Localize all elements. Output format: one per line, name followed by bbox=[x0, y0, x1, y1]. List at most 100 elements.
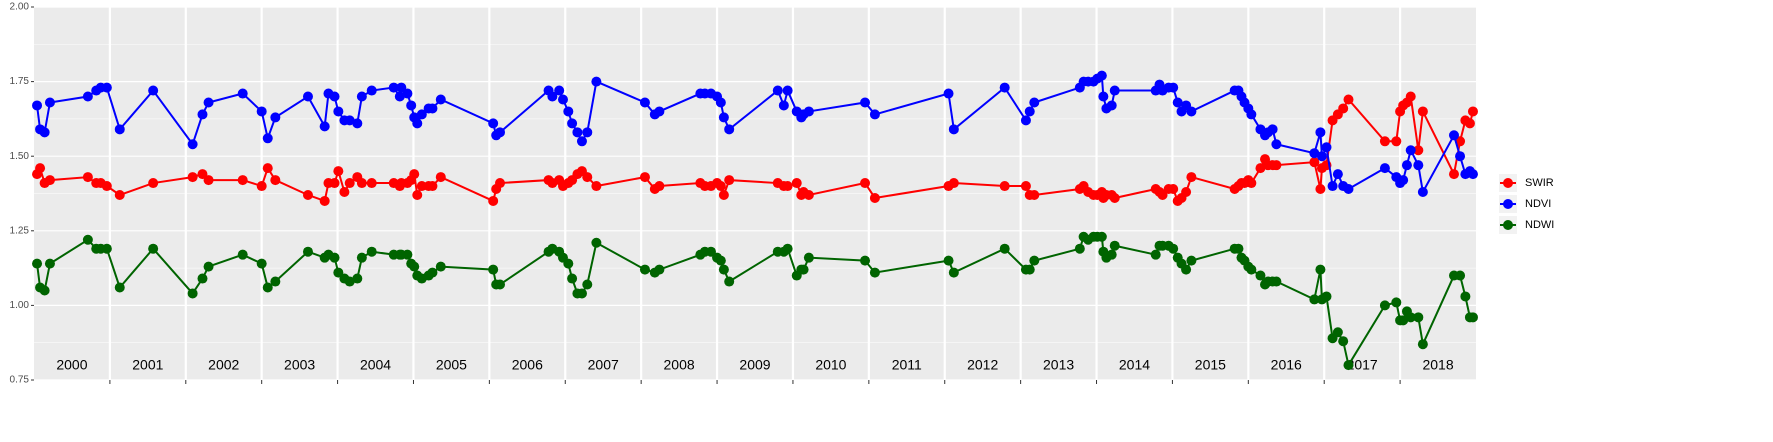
data-point bbox=[203, 97, 214, 108]
data-point bbox=[1255, 163, 1266, 174]
data-point bbox=[563, 258, 574, 269]
series bbox=[32, 70, 1478, 198]
data-point bbox=[1109, 85, 1120, 96]
data-point bbox=[187, 172, 198, 183]
data-point bbox=[1106, 100, 1117, 111]
data-point bbox=[412, 189, 423, 200]
year-label: 2004 bbox=[360, 357, 391, 373]
data-point bbox=[352, 118, 363, 129]
data-point bbox=[262, 163, 273, 174]
data-point bbox=[1246, 109, 1257, 120]
data-point bbox=[1186, 255, 1197, 266]
data-point bbox=[427, 181, 438, 192]
data-point bbox=[1391, 136, 1402, 147]
data-point bbox=[339, 187, 350, 198]
data-point bbox=[1455, 151, 1466, 162]
year-label: 2010 bbox=[815, 357, 846, 373]
data-point bbox=[1150, 249, 1161, 260]
data-point bbox=[1405, 312, 1416, 323]
data-point bbox=[1460, 291, 1471, 302]
data-point bbox=[32, 258, 43, 269]
data-point bbox=[329, 178, 340, 189]
data-point bbox=[1413, 312, 1424, 323]
data-point bbox=[319, 121, 330, 132]
data-point bbox=[203, 261, 214, 272]
year-label: 2008 bbox=[664, 357, 695, 373]
data-point bbox=[488, 264, 499, 275]
data-point bbox=[1309, 157, 1320, 168]
data-point bbox=[344, 115, 355, 126]
year-label: 2011 bbox=[892, 357, 922, 373]
data-point bbox=[356, 91, 367, 102]
data-point bbox=[416, 109, 427, 120]
data-point bbox=[1321, 291, 1332, 302]
data-point bbox=[148, 178, 159, 189]
data-point bbox=[1405, 91, 1416, 102]
data-point bbox=[256, 181, 267, 192]
data-point bbox=[639, 172, 650, 183]
data-point bbox=[1029, 189, 1040, 200]
data-point bbox=[427, 103, 438, 114]
data-point bbox=[1168, 243, 1179, 254]
data-point bbox=[1074, 243, 1085, 254]
year-label: 2003 bbox=[284, 357, 315, 373]
data-point bbox=[1109, 240, 1120, 251]
data-point bbox=[1338, 103, 1349, 114]
legend-label: NDVI bbox=[1525, 198, 1551, 210]
data-point bbox=[860, 255, 871, 266]
data-point bbox=[1343, 94, 1354, 105]
data-point bbox=[563, 106, 574, 117]
data-point bbox=[724, 124, 735, 135]
data-point bbox=[319, 195, 330, 206]
data-point bbox=[1467, 106, 1478, 117]
data-point bbox=[1106, 249, 1117, 260]
data-point bbox=[237, 249, 248, 260]
data-point bbox=[333, 166, 344, 177]
data-point bbox=[782, 243, 793, 254]
data-point bbox=[1255, 270, 1266, 281]
year-label: 2018 bbox=[1422, 357, 1453, 373]
data-point bbox=[1398, 175, 1409, 186]
data-point bbox=[488, 118, 499, 129]
data-point bbox=[1096, 231, 1107, 242]
y-tick-label: 1.25 bbox=[10, 225, 30, 236]
year-label: 2002 bbox=[208, 357, 239, 373]
data-point bbox=[1181, 264, 1192, 275]
data-point bbox=[1029, 97, 1040, 108]
data-point bbox=[302, 189, 313, 200]
data-point bbox=[1309, 148, 1320, 159]
data-point bbox=[402, 249, 413, 260]
y-tick-label: 2.00 bbox=[10, 2, 30, 13]
y-tick-label: 1.50 bbox=[10, 151, 30, 162]
data-point bbox=[1020, 115, 1031, 126]
data-point bbox=[270, 276, 281, 287]
data-point bbox=[798, 264, 809, 275]
data-point bbox=[114, 282, 125, 293]
data-point bbox=[197, 273, 208, 284]
data-point bbox=[803, 189, 814, 200]
data-point bbox=[582, 172, 593, 183]
y-tick-label: 0.75 bbox=[10, 375, 30, 386]
data-point bbox=[582, 279, 593, 290]
data-point bbox=[782, 85, 793, 96]
data-point bbox=[203, 175, 214, 186]
y-tick-label: 1.75 bbox=[10, 76, 30, 87]
data-point bbox=[344, 178, 355, 189]
data-point bbox=[654, 106, 665, 117]
data-point bbox=[724, 276, 735, 287]
data-point bbox=[547, 91, 558, 102]
data-point bbox=[329, 91, 340, 102]
data-point bbox=[270, 175, 281, 186]
data-point bbox=[1029, 255, 1040, 266]
year-label: 2007 bbox=[588, 357, 619, 373]
data-point bbox=[948, 178, 959, 189]
data-point bbox=[803, 252, 814, 263]
data-point bbox=[366, 246, 377, 257]
data-point bbox=[114, 189, 125, 200]
data-point bbox=[187, 139, 198, 150]
y-tick-label: 1.00 bbox=[10, 300, 30, 311]
data-point bbox=[1316, 151, 1327, 162]
data-point bbox=[1246, 264, 1257, 275]
data-point bbox=[262, 133, 273, 144]
data-point bbox=[1020, 181, 1031, 192]
